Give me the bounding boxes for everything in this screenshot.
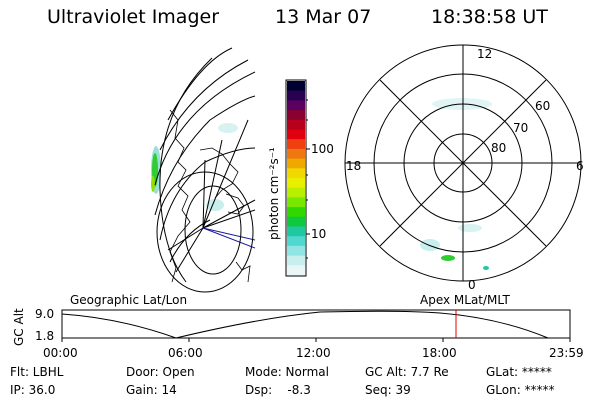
mlt-label-12: 12 bbox=[477, 47, 492, 61]
ip-field: IP: 36.0 bbox=[10, 383, 56, 397]
colorbar-band bbox=[287, 236, 305, 247]
timeline: Geographic Lat/Lon Apex MLat/MLT 9.0 1.8… bbox=[12, 293, 584, 360]
altitude-curve bbox=[61, 310, 549, 339]
polar-emission bbox=[441, 255, 455, 261]
timeline-right-label: Apex MLat/MLT bbox=[420, 293, 510, 307]
colorbar-band bbox=[287, 148, 305, 160]
polar-plot bbox=[344, 44, 582, 282]
glat-field: GLat: ***** bbox=[486, 365, 552, 379]
lat-label-70: 70 bbox=[513, 121, 528, 135]
instrument-title: Ultraviolet Imager bbox=[47, 6, 220, 28]
glon-field: GLon: ***** bbox=[486, 383, 555, 397]
flt-field: Flt: LBHL bbox=[10, 365, 64, 379]
colorbar-label: photon cm⁻²s⁻¹ bbox=[267, 147, 281, 240]
colorbar-band bbox=[287, 216, 305, 227]
colorbar-band bbox=[287, 245, 305, 257]
aurora-patch bbox=[218, 123, 238, 133]
colorbar-band bbox=[287, 139, 305, 150]
polar-emission bbox=[483, 266, 489, 270]
dsp-field: Dsp: -8.3 bbox=[245, 383, 311, 397]
colorbar-band bbox=[287, 129, 305, 140]
aurora-patch bbox=[206, 199, 224, 211]
colorbar-band bbox=[287, 255, 305, 266]
mlt-label-6: 6 bbox=[576, 159, 584, 173]
x-tick-1200: 12:00 bbox=[296, 346, 331, 360]
x-tick-1800: 18:00 bbox=[422, 346, 457, 360]
lat-label-80: 80 bbox=[491, 141, 506, 155]
mode-field: Mode: Normal bbox=[245, 365, 329, 379]
colorbar-tick-10: 10 bbox=[311, 227, 326, 241]
colorbar-band bbox=[287, 119, 305, 130]
aurora-patch-core bbox=[151, 176, 155, 192]
colorbar-band bbox=[287, 110, 305, 121]
colorbar-band bbox=[287, 187, 305, 198]
geographic-map bbox=[151, 47, 256, 293]
date-label: 13 Mar 07 bbox=[275, 6, 372, 28]
mlt-label-18: 18 bbox=[346, 159, 361, 173]
colorbar-band bbox=[287, 197, 305, 208]
colorbar-tick-100: 100 bbox=[311, 142, 334, 156]
x-tick-0000: 00:00 bbox=[43, 346, 78, 360]
x-tick-0600: 06:00 bbox=[168, 346, 203, 360]
mlt-label-0: 0 bbox=[468, 278, 476, 292]
seq-field: Seq: 39 bbox=[365, 383, 411, 397]
gc-alt-field: GC Alt: 7.7 Re bbox=[365, 365, 449, 379]
gain-field: Gain: 14 bbox=[126, 383, 177, 397]
y-tick-9: 9.0 bbox=[35, 307, 54, 321]
colorbar-band bbox=[287, 90, 305, 101]
colorbar-band bbox=[287, 168, 305, 179]
colorbar-band bbox=[287, 178, 305, 189]
colorbar-band bbox=[287, 100, 305, 111]
polar-emission bbox=[420, 239, 440, 251]
polar-labels: 12 18 6 0 60 70 80 bbox=[346, 47, 584, 292]
timeline-left-label: Geographic Lat/Lon bbox=[70, 293, 187, 307]
lat-label-60: 60 bbox=[535, 99, 550, 113]
colorbar-band bbox=[287, 226, 305, 237]
colorbar-band bbox=[287, 207, 305, 218]
colorbar-band bbox=[287, 265, 305, 276]
colorbar: 100 10 photon cm⁻²s⁻¹ bbox=[267, 79, 334, 277]
colorbar-band bbox=[287, 81, 305, 92]
x-tick-2359: 23:59 bbox=[549, 346, 584, 360]
time-label: 18:38:58 UT bbox=[431, 6, 548, 28]
timeline-axis-label: GC Alt bbox=[12, 308, 26, 346]
door-field: Door: Open bbox=[126, 365, 195, 379]
y-tick-1.8: 1.8 bbox=[35, 329, 54, 343]
polar-emission bbox=[458, 224, 482, 232]
colorbar-band bbox=[287, 158, 305, 169]
